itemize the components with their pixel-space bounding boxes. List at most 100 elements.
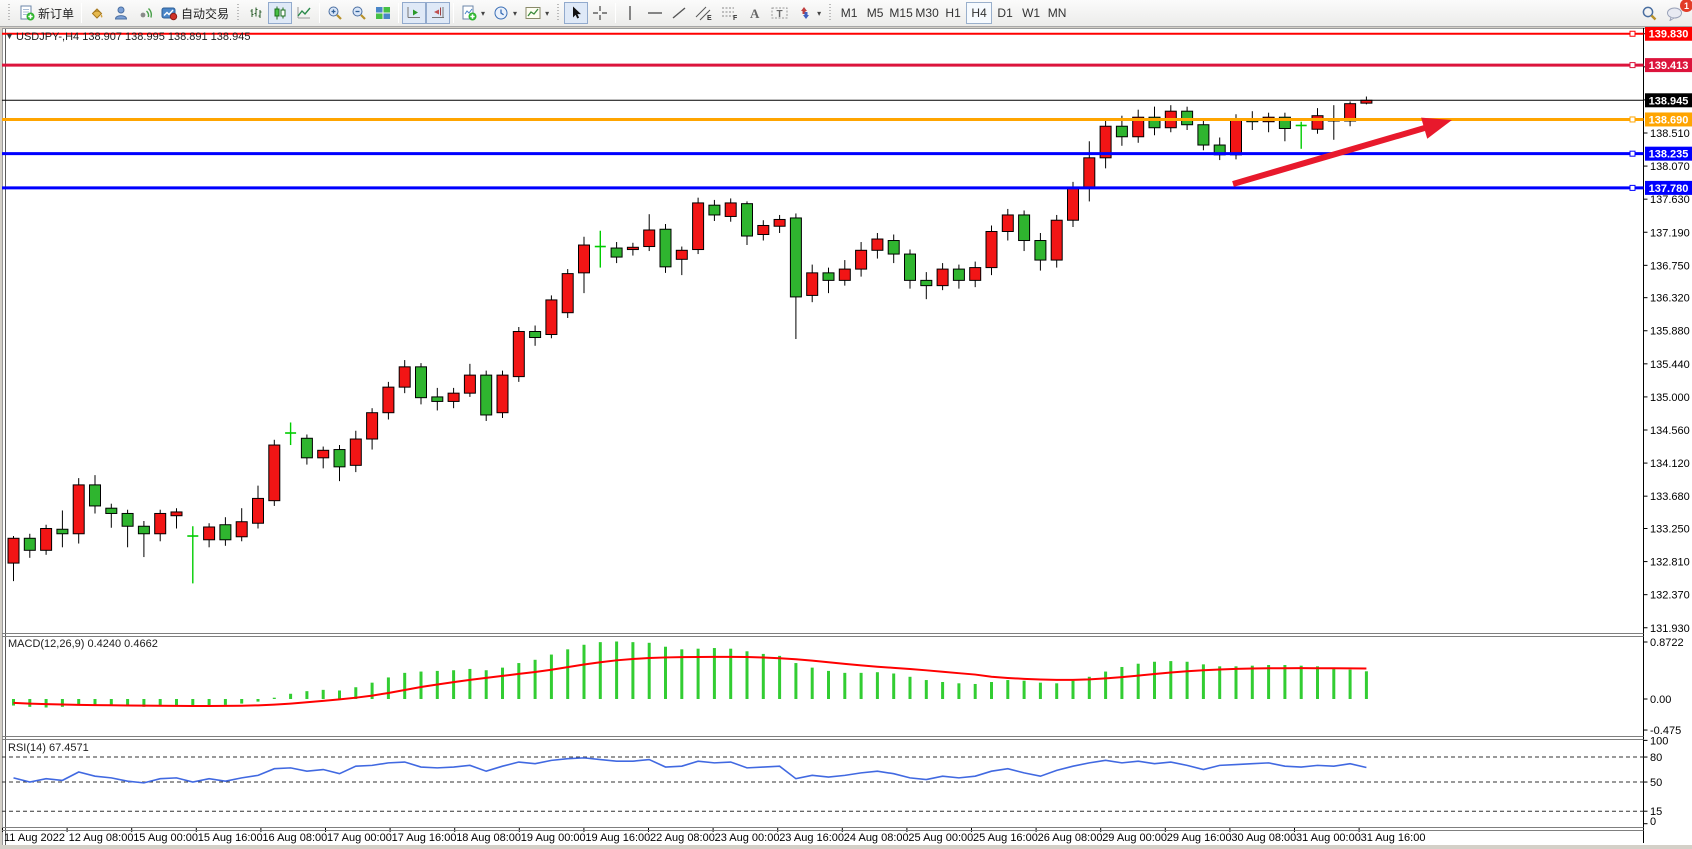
line-endpoint-handle[interactable] [1629, 150, 1636, 157]
candle-body [741, 203, 753, 237]
candle-body [985, 230, 998, 269]
candle-body [1099, 125, 1112, 159]
toolbar-grip[interactable] [7, 4, 12, 22]
candle [1278, 112, 1291, 142]
candle-body [23, 537, 36, 551]
chart-shift-button[interactable] [426, 2, 451, 24]
candle [137, 520, 150, 558]
candle [578, 236, 590, 294]
date-label: 29 Aug 00:00 [1102, 832, 1167, 844]
search-icon [1641, 5, 1658, 22]
candle-body [7, 537, 20, 564]
timeframe-w1[interactable]: W1 [1022, 6, 1041, 20]
periods-button[interactable]: ▾ [489, 2, 521, 24]
timeframe-h4[interactable]: H4 [966, 2, 993, 24]
equidistant-channel-button[interactable]: E [691, 2, 717, 24]
price-label-badge [1645, 93, 1692, 108]
candle [545, 295, 558, 339]
price-tick-label: 134.560 [1650, 425, 1690, 437]
trendline-button[interactable] [667, 2, 691, 24]
date-label: 31 Aug 16:00 [1361, 832, 1426, 844]
cursor-icon [568, 5, 584, 21]
new-order-button[interactable]: 新订单 [15, 2, 78, 24]
timeframe-m5[interactable]: M5 [866, 6, 884, 20]
candle [1132, 109, 1145, 143]
price-label-badge [1645, 112, 1692, 127]
notifications-button[interactable]: 1 [1662, 0, 1692, 24]
candle-body [252, 497, 264, 524]
zoom-out-button[interactable] [347, 2, 371, 24]
zoom-in-button[interactable] [323, 2, 347, 24]
candle [838, 260, 851, 286]
toolbar-grip[interactable] [556, 4, 562, 22]
templates-button[interactable]: ▾ [521, 2, 553, 24]
toolbar-grip[interactable] [236, 4, 242, 22]
candle [952, 264, 965, 289]
candle [72, 478, 85, 544]
profile-button[interactable] [109, 2, 133, 24]
trend-arrow-head[interactable] [1421, 117, 1452, 139]
trend-arrow-line[interactable] [1232, 124, 1429, 187]
line-endpoint-handle[interactable] [1629, 184, 1636, 191]
line-endpoint-handle[interactable] [1629, 116, 1636, 123]
candle-body [105, 507, 118, 514]
indicators-button[interactable]: ▾ [457, 2, 489, 24]
cursor-button[interactable] [564, 2, 589, 24]
candle-body [1148, 116, 1161, 129]
paint-bucket-button[interactable] [85, 2, 109, 24]
toolbar-separator [319, 3, 321, 23]
notification-badge: 1 [1680, 0, 1692, 12]
crosshair-button[interactable] [588, 2, 612, 24]
candlestick-chart-button[interactable] [268, 2, 293, 24]
timeframe-m1[interactable]: M1 [840, 6, 858, 20]
auto-scroll-button[interactable] [402, 2, 427, 24]
arrows-button[interactable]: ▾ [793, 2, 825, 24]
price-tick-label: 137.630 [1650, 194, 1690, 206]
chevron-down-icon: ▾ [513, 8, 518, 18]
signals-button[interactable] [133, 2, 157, 24]
candle-body [1197, 124, 1210, 146]
timeframe-d1[interactable]: D1 [997, 6, 1013, 20]
toolbar-separator [615, 3, 617, 23]
line-endpoint-handle[interactable] [1629, 30, 1636, 37]
candle-body [512, 331, 525, 378]
line-chart-button[interactable] [292, 2, 316, 24]
line-endpoint-handle[interactable] [1629, 62, 1636, 69]
candle-body [40, 527, 53, 551]
candle-body [936, 268, 949, 287]
price-tick-label: 133.250 [1650, 523, 1690, 535]
candle [1050, 214, 1063, 268]
fibonacci-button[interactable]: F [717, 2, 743, 24]
candle [235, 508, 248, 542]
bar-chart-button[interactable] [244, 2, 268, 24]
candle-body [1181, 110, 1194, 126]
timeframe-m30[interactable]: M30 [915, 6, 939, 20]
candle-body [317, 449, 330, 459]
svg-text:F: F [733, 15, 738, 21]
timeframe-m15[interactable]: M15 [889, 6, 913, 20]
candlestick-chart-icon [272, 5, 288, 21]
autotrading-button[interactable]: 自动交易 [157, 2, 233, 24]
oneclick-trading-arrow-icon[interactable]: ▼ [5, 31, 14, 41]
candle-body [1132, 116, 1145, 138]
horizontal-line-button[interactable] [643, 2, 667, 24]
candle-body [1278, 116, 1291, 129]
vertical-line-button[interactable] [619, 2, 643, 24]
candle [1311, 108, 1324, 134]
new-order-label: 新订单 [38, 6, 75, 21]
timeframe-h1[interactable]: H1 [945, 6, 961, 20]
price-tick-label: 135.440 [1650, 359, 1690, 371]
signals-icon [137, 5, 153, 21]
search-button[interactable] [1637, 2, 1662, 24]
timeframe-mn[interactable]: MN [1047, 6, 1067, 20]
text-button[interactable]: A [743, 2, 767, 24]
text-label-button[interactable]: T [767, 2, 793, 24]
paint-bucket-icon [89, 5, 105, 21]
candle [40, 524, 53, 555]
zoom-in-icon [327, 5, 343, 21]
candle [1001, 208, 1014, 241]
toolbar-grip[interactable] [828, 4, 834, 22]
fibonacci-icon: F [721, 5, 739, 21]
tile-windows-button[interactable] [371, 2, 395, 24]
